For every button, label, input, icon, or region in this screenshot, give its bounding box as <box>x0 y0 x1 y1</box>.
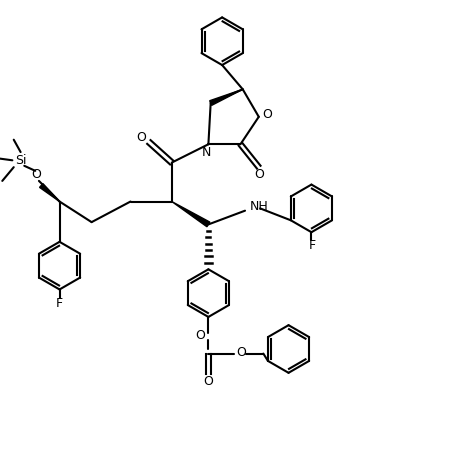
Text: O: O <box>236 346 246 359</box>
Text: O: O <box>262 108 272 121</box>
Text: F: F <box>309 240 316 252</box>
Polygon shape <box>210 89 243 105</box>
Polygon shape <box>172 202 210 227</box>
Text: O: O <box>136 131 146 144</box>
Text: Si: Si <box>15 154 27 167</box>
Text: NH: NH <box>250 200 268 213</box>
Text: O: O <box>255 168 265 181</box>
Text: O: O <box>203 376 213 388</box>
Text: N: N <box>202 146 211 158</box>
Text: F: F <box>56 297 63 310</box>
Polygon shape <box>39 184 60 202</box>
Text: O: O <box>195 329 205 342</box>
Text: O: O <box>32 168 42 180</box>
